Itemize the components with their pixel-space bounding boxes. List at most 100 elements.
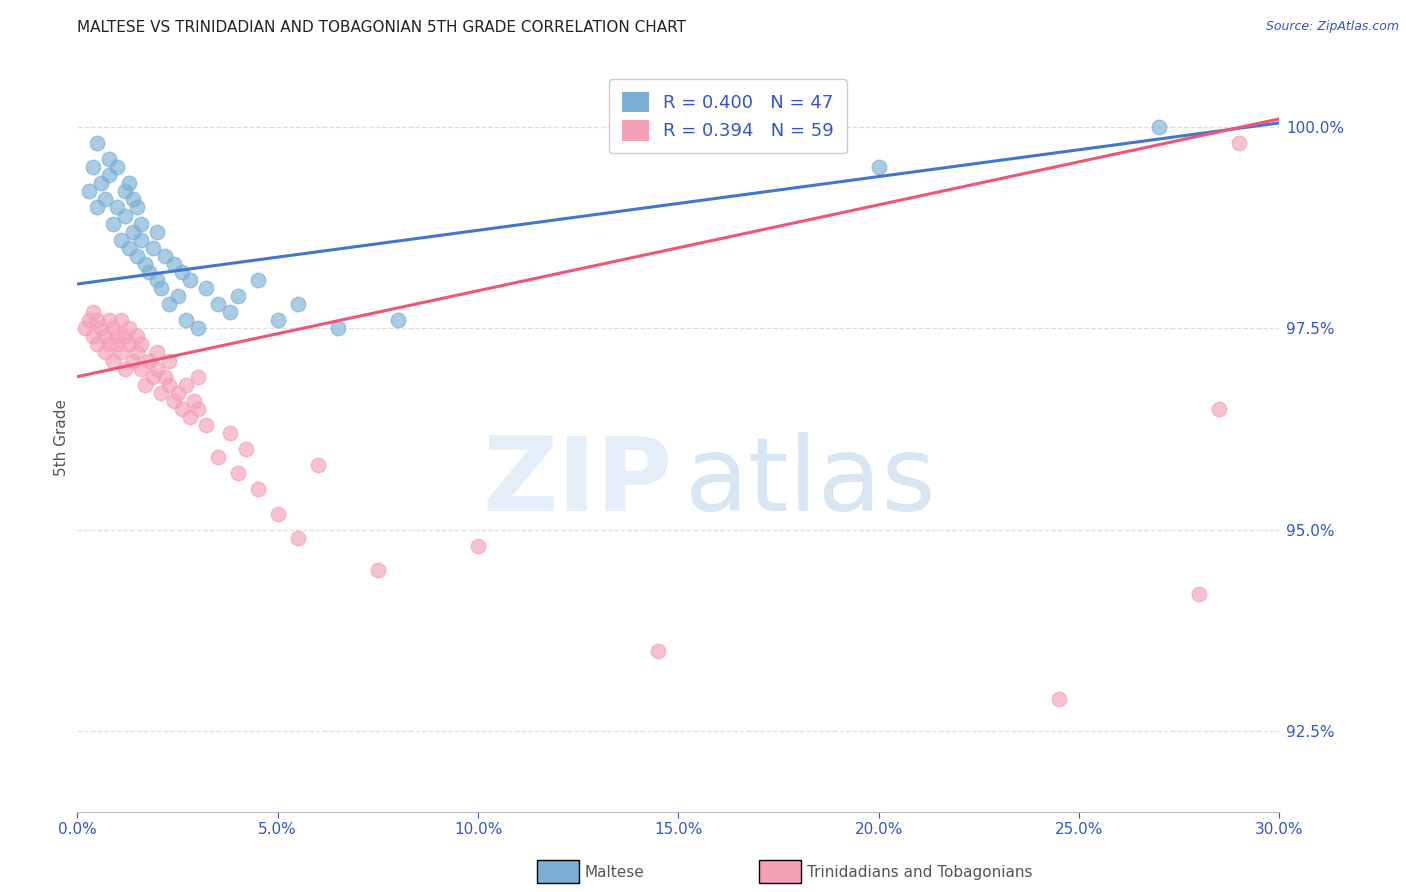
Point [86,201,108,215]
Point [150,385,173,400]
Point [467,539,489,553]
Point [118,337,141,351]
Point [1208,401,1230,416]
Point [159,377,181,392]
Y-axis label: 5th Grade: 5th Grade [53,399,69,475]
Point [94,193,117,207]
Point [98,313,121,327]
Point [94,329,117,343]
Point [226,289,249,303]
Point [166,289,188,303]
Point [179,273,201,287]
Point [122,225,145,239]
Point [118,241,141,255]
Point [127,329,149,343]
Point [131,361,153,376]
Point [122,353,145,368]
Point [218,425,240,440]
Point [226,467,249,481]
Point [127,249,149,263]
Point [287,297,309,311]
Point [146,361,169,376]
Point [246,483,269,497]
Point [138,265,160,279]
Point [194,417,217,432]
Point [75,321,97,335]
Point [118,321,141,335]
Text: Maltese: Maltese [585,865,644,880]
Text: ZIP: ZIP [482,432,672,533]
Text: Source: ZipAtlas.com: Source: ZipAtlas.com [1265,20,1399,33]
Point [138,353,160,368]
Point [170,401,193,416]
Point [86,313,108,327]
Point [82,329,104,343]
Point [194,281,217,295]
Point [367,563,389,577]
Point [134,257,156,271]
Point [110,313,132,327]
Point [146,345,169,359]
Point [183,393,205,408]
Point [94,345,117,359]
Point [287,531,309,545]
Text: Trinidadians and Tobagonians: Trinidadians and Tobagonians [807,865,1032,880]
Point [207,450,229,465]
Point [326,321,349,335]
Point [187,369,209,384]
Point [207,297,229,311]
Point [107,337,129,351]
Point [103,353,125,368]
Point [146,225,169,239]
Point [98,152,121,166]
Point [131,233,153,247]
Point [1229,136,1251,150]
Point [110,345,132,359]
Point [159,297,181,311]
Point [162,393,184,408]
Point [218,305,240,319]
Point [90,321,112,335]
Point [122,193,145,207]
Point [162,257,184,271]
Text: atlas: atlas [685,432,936,533]
Point [98,337,121,351]
Text: MALTESE VS TRINIDADIAN AND TOBAGONIAN 5TH GRADE CORRELATION CHART: MALTESE VS TRINIDADIAN AND TOBAGONIAN 5T… [77,20,686,35]
Point [387,313,409,327]
Point [307,458,329,473]
Point [155,249,177,263]
Point [98,168,121,182]
Point [114,185,136,199]
Point [131,217,153,231]
Point [110,233,132,247]
Point [107,201,129,215]
Point [235,442,257,457]
Point [166,385,188,400]
Point [79,185,101,199]
Point [114,329,136,343]
Point [82,160,104,174]
Point [246,273,269,287]
Point [134,377,156,392]
Point [90,176,112,190]
Point [187,401,209,416]
Point [79,313,101,327]
Point [118,176,141,190]
Point [179,409,201,424]
Point [86,337,108,351]
Point [114,209,136,223]
Point [174,377,197,392]
Point [127,201,149,215]
Point [155,369,177,384]
Point [187,321,209,335]
Point [127,345,149,359]
Point [103,217,125,231]
Point [1047,692,1070,706]
Point [1149,120,1171,134]
Point [107,329,129,343]
Point [868,160,890,174]
Legend: R = 0.400   N = 47, R = 0.394   N = 59: R = 0.400 N = 47, R = 0.394 N = 59 [609,79,846,153]
Point [103,321,125,335]
Point [107,160,129,174]
Point [131,337,153,351]
